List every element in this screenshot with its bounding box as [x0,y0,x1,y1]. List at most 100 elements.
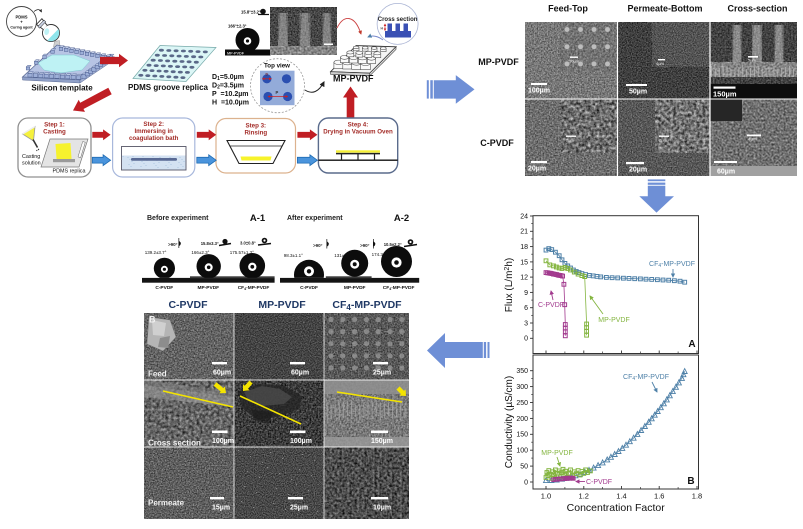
svg-text:4µm: 4µm [748,137,757,142]
svg-text:15.8±3.3°: 15.8±3.3° [201,241,219,246]
svg-text:10µm: 10µm [569,59,580,64]
svg-text:150: 150 [516,432,528,439]
svg-text:Cross section: Cross section [148,439,201,448]
svg-text:Drying in Vacuum Oven: Drying in Vacuum Oven [323,129,393,136]
svg-text:Feed: Feed [148,370,167,379]
svg-text:20µm: 20µm [629,167,647,174]
svg-text:50: 50 [520,464,528,471]
svg-text:>90°: >90° [360,243,370,248]
svg-text:B: B [149,315,156,325]
svg-text:20µm: 20µm [528,166,546,173]
svg-text:10.5±2.2°: 10.5±2.2° [384,242,402,247]
svg-text:Step 4:: Step 4: [348,122,369,129]
svg-text:1.8: 1.8 [692,492,702,501]
svg-text:3: 3 [524,320,528,327]
svg-text:1.0: 1.0 [541,492,551,501]
svg-text:25µm: 25µm [290,505,308,512]
svg-text:60µm: 60µm [291,370,309,377]
svg-text:Concentration Factor: Concentration Factor [567,502,666,514]
svg-text:150µm: 150µm [713,90,737,99]
svg-text:1.2: 1.2 [579,492,589,501]
svg-text:350: 350 [516,368,528,375]
svg-text:Curing agent: Curing agent [10,26,33,30]
svg-text:Permeate-Bottom: Permeate-Bottom [627,4,702,14]
svg-text:>90°: >90° [313,243,323,248]
svg-text:100: 100 [516,448,528,455]
svg-text:100µm: 100µm [290,438,312,445]
svg-text:10µm: 10µm [373,505,391,512]
svg-text:solution: solution [22,161,41,167]
svg-text:250: 250 [516,400,528,407]
svg-text:PDMS groove replica: PDMS groove replica [128,83,209,92]
svg-text:MP-PVDF: MP-PVDF [198,285,220,291]
svg-text:coagulation bath: coagulation bath [129,135,179,142]
svg-text:200: 200 [516,416,528,423]
svg-text:300: 300 [516,384,528,391]
svg-text:139.2±3.7°: 139.2±3.7° [145,250,167,255]
svg-text:5µm: 5µm [748,58,757,63]
svg-text:C-PVDF: C-PVDF [586,479,612,486]
svg-text:Step 2:: Step 2: [143,121,164,128]
svg-text:Cross-section: Cross-section [727,4,787,14]
svg-text:60µm: 60µm [717,169,735,176]
svg-text:150µm: 150µm [371,438,393,445]
svg-text:Step 3:: Step 3: [245,123,266,130]
svg-text:24: 24 [520,213,528,220]
svg-text:131±5.1°: 131±5.1° [334,253,352,258]
svg-text:Silicon template: Silicon template [31,84,93,93]
svg-text:3.0±0.8°: 3.0±0.8° [240,241,256,246]
svg-text:A: A [688,339,695,350]
svg-text:4µm: 4µm [656,61,665,66]
svg-text:CF4-MP-PVDF: CF4-MP-PVDF [649,261,695,269]
svg-text:15µm: 15µm [212,505,230,512]
svg-text:Conductivity (µS/cm): Conductivity (µS/cm) [504,376,515,468]
svg-text:12: 12 [520,275,528,282]
svg-text:CF4-MP-PVDF: CF4-MP-PVDF [623,374,669,382]
svg-text:Immersing in: Immersing in [134,128,173,135]
svg-text:1.4: 1.4 [616,492,626,501]
svg-text:C-PVDF: C-PVDF [538,302,564,309]
svg-text:9: 9 [524,290,528,297]
svg-text:C-PVDF: C-PVDF [168,299,208,311]
svg-text:15: 15 [520,259,528,266]
svg-text:PDMS replica: PDMS replica [53,169,86,175]
svg-text:D1=5.0µm: D1=5.0µm [212,74,244,82]
svg-text:A-2: A-2 [394,213,409,224]
svg-text:C-PVDF: C-PVDF [300,285,318,291]
svg-text:2µm: 2µm [659,138,668,143]
svg-text:25µm: 25µm [373,370,391,377]
svg-text:PDMS: PDMS [15,15,27,20]
svg-text:MP-PVDF: MP-PVDF [478,57,519,67]
svg-text:Casting: Casting [22,154,40,160]
svg-text:C-PVDF: C-PVDF [480,138,514,148]
svg-text:166°±2.3°: 166°±2.3° [228,24,247,29]
svg-text:MP-PVDF: MP-PVDF [227,52,245,56]
svg-text:100µm: 100µm [212,438,234,445]
svg-text:175.57±1.3°: 175.57±1.3° [230,250,254,255]
svg-text:15.8°±3.2°: 15.8°±3.2° [241,10,261,15]
svg-text:MP-PVDF: MP-PVDF [541,450,573,457]
svg-text:CF4-MP-PVDF: CF4-MP-PVDF [383,285,415,291]
svg-text:+: + [20,20,23,25]
svg-text:Before experiment: Before experiment [147,215,209,222]
svg-text:1.6: 1.6 [654,492,664,501]
svg-text:0: 0 [524,336,528,343]
svg-text:50µm: 50µm [629,89,647,96]
svg-text:MP-PVDF: MP-PVDF [344,285,366,291]
svg-text:B: B [687,476,694,487]
svg-text:Rinsing: Rinsing [244,130,267,137]
svg-text:CF4-MP-PVDF: CF4-MP-PVDF [238,285,270,291]
svg-text:21: 21 [520,229,528,236]
svg-text:Step 1:: Step 1: [44,122,65,129]
svg-text:166±2.3°: 166±2.3° [191,250,209,255]
svg-text:H =10.0µm: H =10.0µm [212,100,249,107]
svg-text:98.3±1.1°: 98.3±1.1° [284,253,303,258]
svg-text:CF4-MP-PVDF: CF4-MP-PVDF [332,299,402,312]
svg-text:MP-PVDF: MP-PVDF [333,74,374,84]
svg-text:P =10.2µm: P =10.2µm [212,91,249,98]
svg-text:18: 18 [520,244,528,251]
svg-text:Permeate: Permeate [148,499,185,508]
svg-text:After experiment: After experiment [287,215,343,222]
svg-text:Top view: Top view [264,63,290,70]
svg-text:P: P [276,90,279,95]
